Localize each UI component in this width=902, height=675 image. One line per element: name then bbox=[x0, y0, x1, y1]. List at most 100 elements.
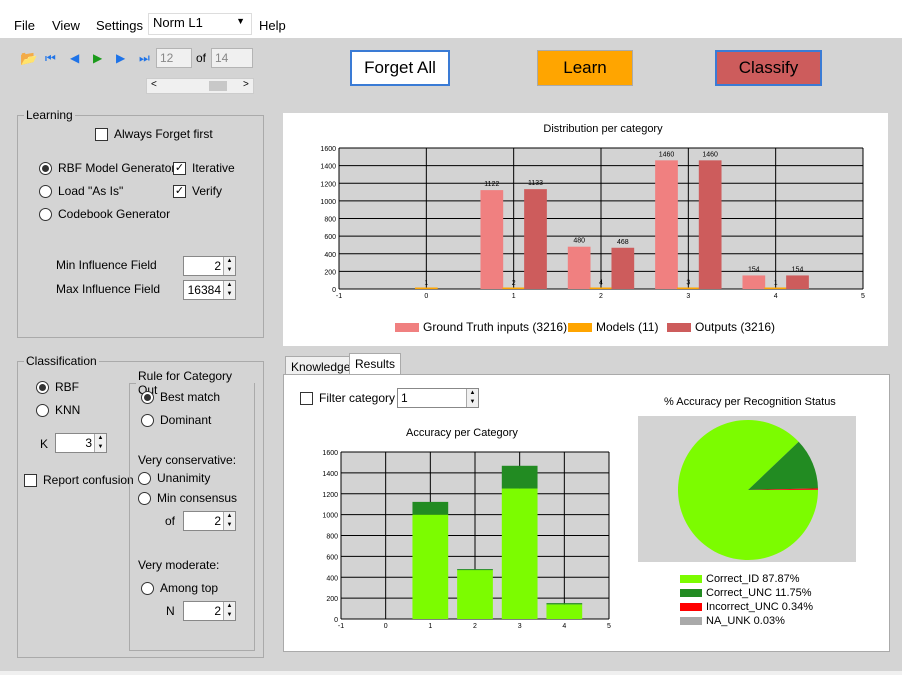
radio-dot bbox=[36, 380, 49, 394]
check-icon: ✓ bbox=[173, 184, 186, 198]
y-tick-label: 1000 bbox=[320, 199, 336, 206]
legend-correct-id: Correct_ID 87.87% bbox=[680, 573, 800, 585]
spinner-arrows-icon[interactable]: ▲ ▼ bbox=[223, 281, 235, 299]
knn-radio[interactable]: KNN bbox=[36, 403, 80, 417]
bar bbox=[764, 287, 788, 289]
best-match-radio[interactable]: Best match bbox=[141, 390, 220, 404]
filter-category-value: 1 bbox=[401, 391, 408, 405]
menu-file[interactable]: File bbox=[14, 18, 35, 33]
n-value: 2 bbox=[214, 604, 221, 618]
current-index-field[interactable]: 12 bbox=[156, 48, 192, 68]
checkbox-box bbox=[24, 473, 37, 487]
horizontal-scrollbar[interactable]: < > bbox=[146, 78, 254, 94]
data-label: 1122 bbox=[484, 181, 499, 188]
codebook-radio[interactable]: Codebook Generator bbox=[39, 207, 170, 221]
tab-knowledge[interactable]: Knowledge bbox=[285, 356, 357, 377]
among-top-label: Among top bbox=[160, 581, 219, 595]
legend-ground-truth: Ground Truth inputs (3216) bbox=[395, 320, 567, 334]
spinner-arrows-icon[interactable]: ▲ ▼ bbox=[223, 512, 235, 530]
radio-dot bbox=[138, 491, 151, 505]
always-forget-checkbox[interactable]: Always Forget first bbox=[95, 127, 213, 141]
x-tick-label: 1 bbox=[512, 293, 516, 300]
load-as-is-radio[interactable]: Load "As Is" bbox=[39, 184, 123, 198]
menu-view[interactable]: View bbox=[52, 18, 80, 33]
classify-button[interactable]: Classify bbox=[715, 50, 822, 86]
min-influence-label: Min Influence Field bbox=[56, 258, 157, 272]
legend-correct-unc: Correct_UNC 11.75% bbox=[680, 587, 812, 599]
menu-help[interactable]: Help bbox=[259, 18, 286, 33]
y-tick-label: 1600 bbox=[320, 146, 336, 153]
legend-label: Incorrect_UNC 0.34% bbox=[706, 601, 813, 613]
distribution-chart: Distribution per category 0 200 400 600 800 1… bbox=[320, 123, 865, 300]
legend-swatch bbox=[395, 322, 419, 332]
first-icon[interactable]: ⏮ bbox=[45, 51, 56, 65]
filter-category-checkbox[interactable]: Filter category bbox=[300, 391, 395, 405]
n-spinner[interactable]: 2 ▲ ▼ bbox=[183, 601, 236, 621]
unanimity-radio[interactable]: Unanimity bbox=[138, 471, 210, 485]
among-top-radio[interactable]: Among top bbox=[141, 581, 218, 595]
chevron-down-icon: ▼ bbox=[236, 16, 245, 26]
bar bbox=[546, 603, 583, 605]
y-tick-label: 1200 bbox=[320, 181, 336, 188]
spinner-arrows-icon[interactable]: ▲ ▼ bbox=[466, 389, 478, 407]
bar bbox=[480, 190, 504, 289]
dominant-radio[interactable]: Dominant bbox=[141, 413, 211, 427]
forget-all-button[interactable]: Forget All bbox=[350, 50, 450, 86]
scroll-right-icon[interactable]: > bbox=[243, 79, 249, 90]
status-strip bbox=[0, 671, 902, 675]
scroll-left-icon[interactable]: < bbox=[151, 79, 157, 90]
open-folder-icon[interactable]: 📂 bbox=[20, 50, 38, 66]
spinner-arrows-icon[interactable]: ▲ ▼ bbox=[94, 434, 106, 452]
scroll-thumb[interactable] bbox=[209, 81, 227, 91]
accuracy-chart: Accuracy per Category 0 200 400 600 800 1000 1… bbox=[322, 427, 611, 630]
y-tick-label: 1600 bbox=[322, 450, 338, 457]
min-influence-spinner[interactable]: 2 ▲ ▼ bbox=[183, 256, 236, 276]
pie-chart-title: % Accuracy per Recognition Status bbox=[664, 396, 836, 408]
radio-dot bbox=[141, 413, 154, 427]
spinner-arrows-icon[interactable]: ▲ ▼ bbox=[223, 257, 235, 275]
play-icon[interactable]: ▶ bbox=[93, 51, 103, 65]
rbf-model-radio[interactable]: RBF Model Generator bbox=[39, 161, 175, 175]
legend-swatch bbox=[680, 575, 702, 583]
x-tick-label: -1 bbox=[338, 623, 344, 630]
x-tick-label: 5 bbox=[861, 293, 865, 300]
consensus-spinner[interactable]: 2 ▲ ▼ bbox=[183, 511, 236, 531]
bar bbox=[501, 488, 538, 619]
iterative-checkbox[interactable]: ✓ Iterative bbox=[173, 161, 235, 175]
filter-category-spinner[interactable]: 1 ▲ ▼ bbox=[397, 388, 479, 408]
very-moderate-label: Very moderate: bbox=[138, 558, 220, 572]
distribution-chart-title: Distribution per category bbox=[543, 123, 663, 135]
verify-checkbox[interactable]: ✓ Verify bbox=[173, 184, 222, 198]
learning-legend: Learning bbox=[26, 108, 73, 122]
of-label: of bbox=[196, 51, 207, 65]
last-icon[interactable]: ⏭ bbox=[139, 51, 150, 65]
y-tick-label: 1400 bbox=[322, 471, 338, 478]
radio-dot bbox=[138, 471, 151, 485]
accuracy-chart-title: Accuracy per Category bbox=[406, 427, 518, 439]
radio-dot bbox=[36, 403, 49, 417]
learn-button[interactable]: Learn bbox=[537, 50, 633, 86]
report-confusion-checkbox[interactable]: Report confusion bbox=[24, 473, 134, 487]
filter-category-label: Filter category bbox=[319, 391, 396, 405]
results-panel: Filter category 1 ▲ ▼ Accuracy per Categor… bbox=[283, 374, 890, 652]
y-tick-label: 200 bbox=[326, 596, 338, 603]
tab-results[interactable]: Results bbox=[349, 353, 402, 375]
bar bbox=[412, 501, 449, 515]
data-label: 3 bbox=[686, 280, 690, 287]
total-count-field: 14 bbox=[211, 48, 253, 68]
legend-label: NA_UNK 0.03% bbox=[706, 615, 785, 627]
k-spinner[interactable]: 3 ▲ ▼ bbox=[55, 433, 107, 453]
rbf-model-label: RBF Model Generator bbox=[58, 161, 176, 175]
check-icon: ✓ bbox=[173, 161, 186, 175]
min-consensus-radio[interactable]: Min consensus bbox=[138, 491, 237, 505]
max-influence-spinner[interactable]: 16384 ▲ ▼ bbox=[183, 280, 236, 300]
x-tick-label: 0 bbox=[424, 293, 428, 300]
y-tick-label: 200 bbox=[324, 269, 336, 276]
previous-icon[interactable]: ◀ bbox=[70, 51, 80, 65]
spinner-arrows-icon[interactable]: ▲ ▼ bbox=[223, 602, 235, 620]
next-icon[interactable]: ▶ bbox=[116, 51, 126, 65]
data-label: 468 bbox=[617, 239, 629, 246]
rbf-radio[interactable]: RBF bbox=[36, 380, 79, 394]
menu-settings[interactable]: Settings bbox=[96, 18, 143, 33]
norm-select[interactable]: Norm L1 ▼ bbox=[148, 13, 252, 35]
